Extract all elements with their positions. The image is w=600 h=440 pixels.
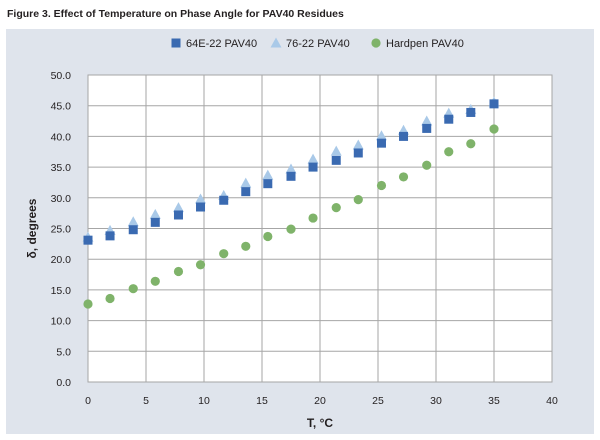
triangle-point	[375, 130, 387, 141]
x-tick-label: 5	[143, 395, 149, 407]
y-axis-title: δ, degrees	[25, 198, 39, 258]
square-point	[331, 155, 341, 165]
square-point	[219, 195, 229, 205]
y-tick-label: 30.0	[51, 193, 72, 205]
x-tick-labels: 0 5 10 15 20 25 30 35 40	[85, 395, 558, 407]
triangle-point	[149, 208, 161, 219]
circle-point	[422, 160, 432, 170]
square-point	[308, 162, 318, 172]
triangle-point	[307, 153, 319, 164]
legend-label: 64E-22 PAV40	[186, 38, 257, 50]
circle-point	[331, 203, 341, 213]
legend-circle-marker	[371, 38, 381, 48]
circle-point	[444, 147, 454, 157]
horizontal-gridlines	[88, 74, 552, 383]
triangle-point	[421, 115, 433, 126]
triangle-point	[285, 163, 297, 174]
data-series	[82, 96, 500, 309]
triangle-point	[352, 139, 364, 150]
circle-point	[195, 260, 206, 270]
legend-item: 64E-22 PAV40	[171, 38, 257, 50]
x-tick-label: 0	[85, 395, 91, 407]
circle-point	[398, 172, 409, 182]
figure-title: Figure 3. Effect of Temperature on Phase…	[7, 8, 344, 20]
y-tick-label: 50.0	[51, 70, 72, 82]
legend-label: Hardpen PAV40	[386, 38, 464, 50]
x-tick-label: 20	[314, 395, 326, 407]
triangle-point	[262, 169, 274, 180]
legend-triangle-marker	[270, 37, 282, 48]
circle-point	[353, 195, 363, 205]
square-point	[376, 138, 386, 148]
x-tick-label: 15	[256, 395, 268, 407]
circle-point	[489, 124, 499, 134]
square-point	[444, 114, 454, 124]
triangle-point	[127, 216, 139, 227]
circle-point	[263, 231, 273, 242]
circle-point	[466, 139, 476, 149]
triangle-point	[172, 202, 184, 213]
circle-point	[308, 213, 318, 223]
circle-point	[83, 299, 93, 309]
square-point	[353, 148, 363, 158]
square-point	[173, 210, 183, 220]
y-tick-label: 0.0	[56, 377, 71, 389]
triangle-point	[330, 145, 342, 156]
series-square	[83, 99, 499, 245]
legend-label: 76-22 PAV40	[286, 38, 350, 50]
x-tick-label: 35	[488, 395, 500, 407]
y-tick-label: 45.0	[51, 101, 72, 113]
square-point	[263, 179, 273, 189]
y-tick-label: 15.0	[51, 285, 72, 297]
circle-point	[241, 241, 251, 251]
y-tick-label: 5.0	[56, 346, 71, 358]
legend-square-marker	[171, 38, 181, 48]
legend-item: Hardpen PAV40	[371, 38, 464, 50]
y-tick-label: 10.0	[51, 316, 72, 328]
circle-point	[150, 276, 160, 286]
series-circle	[83, 124, 499, 309]
circle-point	[219, 249, 229, 259]
x-tick-label: 30	[430, 395, 442, 407]
square-point	[83, 235, 93, 245]
circle-point	[173, 266, 184, 277]
x-tick-label: 10	[198, 395, 210, 407]
y-tick-label: 20.0	[51, 254, 72, 266]
square-point	[489, 99, 499, 109]
triangle-point	[240, 177, 252, 188]
y-tick-labels: 0.0 5.0 10.0 15.0 20.0 25.0 30.0 35.0 40.0 45.0 50…	[51, 70, 72, 389]
square-point	[399, 131, 409, 141]
circle-point	[376, 180, 387, 191]
square-point	[466, 107, 476, 117]
square-point	[150, 217, 160, 227]
square-point	[286, 171, 296, 181]
triangle-point	[195, 193, 207, 204]
y-tick-label: 35.0	[51, 162, 72, 174]
legend: 64E-22 PAV40 76-22 PAV40 Hardpen PAV40	[171, 37, 464, 50]
x-tick-label: 25	[372, 395, 384, 407]
x-axis-title: T, °C	[307, 416, 333, 430]
square-point	[196, 202, 206, 212]
legend-item: 76-22 PAV40	[270, 37, 350, 50]
square-point	[128, 225, 138, 235]
square-point	[241, 187, 251, 197]
square-point	[422, 123, 432, 133]
circle-point	[105, 293, 115, 304]
y-tick-label: 40.0	[51, 131, 72, 143]
x-tick-label: 40	[546, 395, 558, 407]
circle-point	[286, 224, 296, 234]
square-point	[105, 231, 115, 241]
circle-point	[128, 284, 138, 294]
y-tick-label: 25.0	[51, 224, 72, 236]
